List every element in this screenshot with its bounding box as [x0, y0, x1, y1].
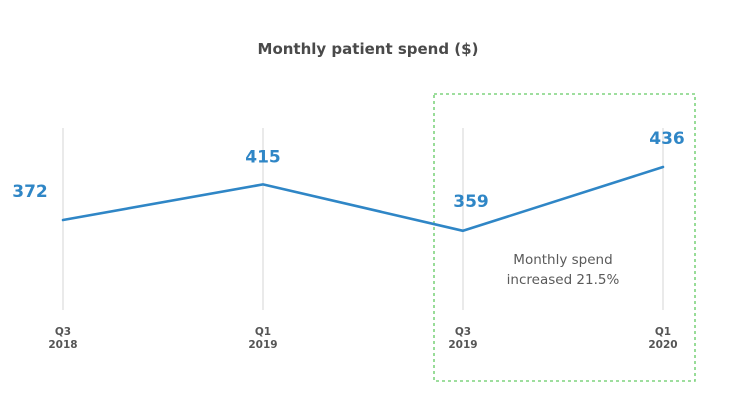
data-label-2: 415: [245, 147, 281, 167]
x-tick-label-3: Q3 2019: [448, 326, 477, 351]
annotation: Monthly spend increased 21.5%: [507, 252, 620, 288]
x-tick-label-1: Q3 2018: [48, 326, 77, 351]
data-labels: 372 415 359 436: [12, 129, 685, 212]
highlight-region: [433, 93, 696, 382]
x-tick-label-4: Q1 2020: [648, 326, 677, 351]
x-axis-ticks: Q3 2018 Q1 2019 Q3 2019 Q1 2020: [48, 326, 677, 351]
data-label-4: 436: [649, 129, 685, 149]
annotation-text: Monthly spend increased 21.5%: [507, 252, 620, 288]
data-label-3: 359: [453, 192, 489, 212]
x-tick-label-2: Q1 2019: [248, 326, 277, 351]
highlight-box: [433, 93, 696, 382]
series-line: [61, 165, 665, 233]
data-label-1: 372: [12, 182, 48, 202]
chart-title: Monthly patient spend ($): [258, 40, 479, 58]
series-layer: [61, 165, 665, 233]
